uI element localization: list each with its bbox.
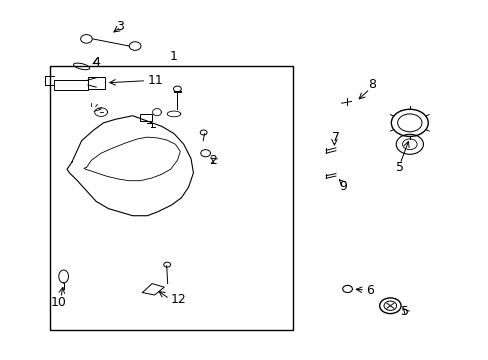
Bar [140,114,152,121]
Text: 5: 5 [400,305,408,318]
Text: 7: 7 [331,131,339,144]
Text: 4: 4 [92,55,100,69]
Bar [54,80,88,90]
Text: 3: 3 [116,20,124,33]
Bar [50,66,292,330]
Text: 10: 10 [51,296,66,309]
Text: 9: 9 [339,180,346,193]
Text: 12: 12 [170,293,186,306]
Bar [88,77,105,89]
Text: 11: 11 [147,74,163,87]
Text: 5: 5 [395,161,403,174]
Text: 1: 1 [170,50,178,63]
Text: 2: 2 [208,154,216,167]
Text: 8: 8 [367,78,375,91]
Text: 6: 6 [366,284,373,297]
